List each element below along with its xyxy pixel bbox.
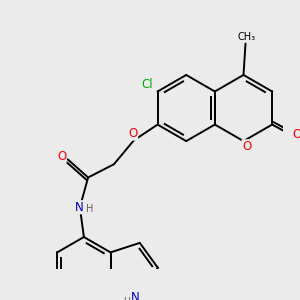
Text: O: O: [128, 127, 138, 140]
Text: O: O: [292, 128, 300, 141]
Text: O: O: [242, 140, 251, 153]
Text: CH₃: CH₃: [237, 32, 255, 42]
Text: N: N: [75, 201, 83, 214]
Text: H: H: [86, 204, 93, 214]
Text: N: N: [131, 291, 140, 300]
Text: Cl: Cl: [142, 78, 153, 91]
Text: O: O: [57, 150, 66, 163]
Text: H: H: [123, 297, 129, 300]
